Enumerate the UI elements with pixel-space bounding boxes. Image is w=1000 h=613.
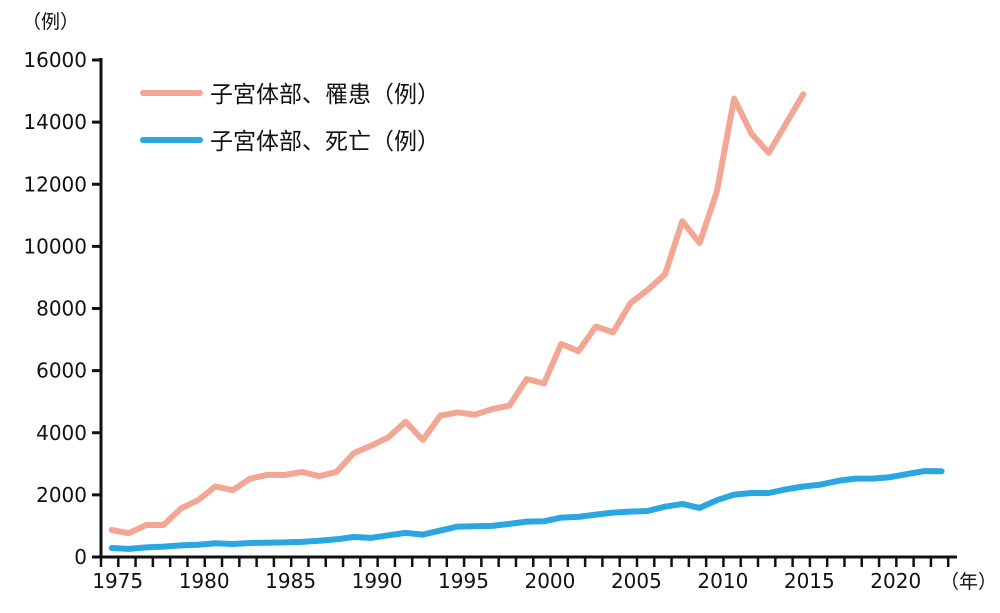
y-axis-label: （例） [22,11,79,33]
y-tick-label: 6000 [36,359,87,383]
x-tick-label: 1980 [179,569,230,593]
legend: 子宮体部、罹患（例） 子宮体部、死亡（例） [143,82,440,155]
x-tick-label: 2010 [697,569,748,593]
y-tick-label: 2000 [36,483,87,507]
legend-label-death: 子宮体部、死亡（例） [210,129,440,155]
y-tick-label: 4000 [36,421,87,445]
y-tick-label: 12000 [23,172,87,196]
x-axis-label: （年） [940,571,997,593]
series-line-incidence [112,94,804,533]
x-tick-label: 1985 [265,569,316,593]
x-tick-label: 1975 [92,569,143,593]
y-tick-label: 16000 [23,48,87,72]
x-tick-label: 2020 [870,569,921,593]
x-tick-label: 1990 [352,569,403,593]
x-tick-label: 2000 [524,569,575,593]
x-tick-label: 2005 [611,569,662,593]
legend-label-incidence: 子宮体部、罹患（例） [210,82,440,108]
x-tick-label: 1995 [438,569,489,593]
y-tick-label: 0 [74,545,87,569]
y-tick-label: 10000 [23,234,87,258]
series-lines [112,94,942,549]
y-tick-label: 8000 [36,297,87,321]
axes: 0 2000 4000 6000 8000 10000 12000 14000 16000 197… [23,48,957,593]
x-tick-label: 2015 [784,569,835,593]
y-tick-label: 14000 [23,110,87,134]
series-line-death [112,471,942,549]
